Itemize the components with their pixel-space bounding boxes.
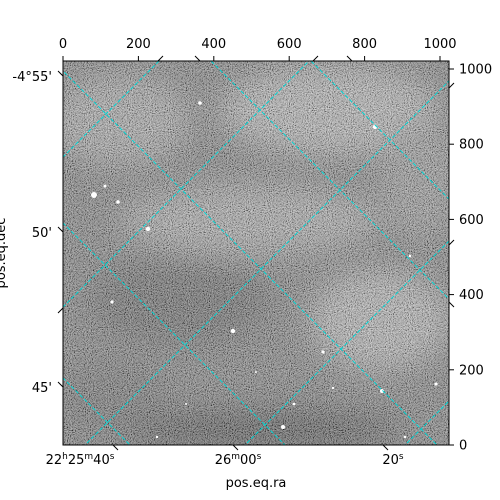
top-tick-label: 800: [352, 37, 377, 52]
top-tick-label: 400: [201, 37, 226, 52]
right-tick-label: 200: [459, 363, 484, 378]
right-pixel-ticks: [449, 68, 454, 446]
dec-tick-label: 45': [32, 381, 52, 396]
dec-tick-label: 50': [32, 226, 52, 241]
right-tick-label: 1000: [459, 63, 492, 78]
sky-image: [63, 61, 449, 445]
right-tick-label: 600: [459, 213, 484, 228]
top-pixel-tick-labels: 0 200 400 600 800 1000: [59, 37, 457, 52]
world-coordinate-grid: [63, 61, 449, 445]
right-tick-label: 0: [459, 439, 467, 454]
right-tick-label: 400: [459, 288, 484, 303]
x-axis-label: pos.eq.ra: [226, 476, 287, 491]
dec-tick-labels: -4°55' 50' 45': [12, 70, 52, 396]
top-tick-label: 0: [59, 37, 67, 52]
plot-frame: [62, 60, 450, 446]
top-tick-label: 600: [277, 37, 302, 52]
top-tick-label: 1000: [423, 37, 456, 52]
ra-tick-labels: 22h25m40s 26m00s 20s: [46, 452, 404, 468]
top-pixel-ticks: [62, 56, 441, 61]
ra-tick-label-1: 26m00s: [215, 452, 262, 468]
world-grid-ticks: [57, 55, 455, 451]
top-tick-label: 200: [126, 37, 151, 52]
ra-tick-label-2: 20s: [382, 452, 404, 468]
ra-tick-label-0: 22h25m40s: [46, 452, 115, 468]
y-axis-label: pos.eq.dec: [0, 218, 9, 289]
star-sources: [91, 101, 438, 439]
dec-tick-label: -4°55': [12, 70, 52, 85]
right-pixel-tick-labels: 0 200 400 600 800 1000: [459, 63, 492, 454]
right-tick-label: 800: [459, 138, 484, 153]
